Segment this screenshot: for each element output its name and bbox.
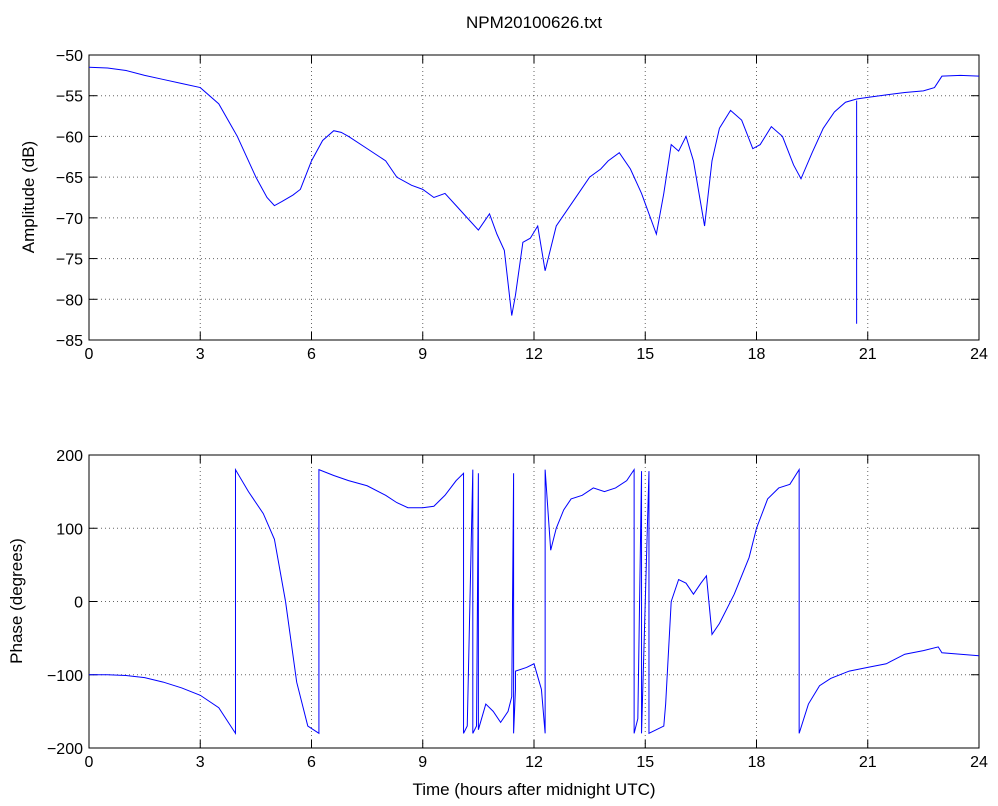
phase-x-tick-label: 12 (525, 754, 543, 771)
phase-y-tick-label: 200 (56, 448, 83, 465)
amplitude-x-tick-label: 21 (859, 346, 877, 363)
phase-series-line (89, 467, 980, 736)
phase-x-tick-label: 9 (418, 754, 427, 771)
phase-x-tick-label: 15 (636, 754, 654, 771)
amplitude-plot-frame (88, 54, 980, 341)
amplitude-y-tick-label: −60 (56, 129, 83, 146)
phase-y-tick-label: −100 (47, 668, 83, 685)
amplitude-y-tick-label: −65 (56, 170, 83, 187)
amplitude-series-line (88, 66, 980, 316)
amplitude-y-tick-label: −50 (56, 48, 83, 65)
amplitude-x-tick-label: 0 (85, 346, 94, 363)
phase-axes: 0 3 6 9 12 15 18 21 24 −200 −100 0 100 200 Phase (deg… (7, 448, 988, 799)
amplitude-x-tick-label: 9 (418, 346, 427, 363)
phase-x-tick-label: 3 (196, 754, 205, 771)
phase-ticks: 0 3 6 9 12 15 18 21 24 −200 −100 0 100 200 (47, 448, 988, 771)
phase-x-tick-label: 0 (85, 754, 94, 771)
amplitude-y-axis-label: Amplitude (dB) (19, 141, 38, 253)
amplitude-x-tick-label: 15 (636, 346, 654, 363)
amplitude-x-tick-label: 3 (196, 346, 205, 363)
phase-series (89, 467, 980, 736)
amplitude-y-tick-label: −55 (56, 89, 83, 106)
phase-x-tick-label: 24 (970, 754, 988, 771)
phase-x-tick-label: 21 (859, 754, 877, 771)
phase-y-tick-label: 100 (56, 521, 83, 538)
amplitude-y-tick-label: −85 (56, 333, 83, 350)
amplitude-y-tick-label: −70 (56, 211, 83, 228)
chart-title: NPM20100626.txt (466, 13, 602, 32)
amplitude-x-tick-label: 24 (970, 346, 988, 363)
amplitude-x-tick-label: 6 (307, 346, 316, 363)
amplitude-y-tick-label: −75 (56, 252, 83, 269)
amplitude-x-tick-label: 18 (748, 346, 766, 363)
amplitude-y-tick-label: −80 (56, 292, 83, 309)
phase-y-tick-label: −200 (47, 741, 83, 758)
phase-y-tick-label: 0 (74, 595, 83, 612)
amplitude-axes: 0 3 6 9 12 15 18 21 24 −85 −80 −75 −70 −65 −60 −55 −50 A… (19, 48, 988, 363)
phase-y-axis-label: Phase (degrees) (7, 538, 26, 664)
x-axis-label: Time (hours after midnight UTC) (412, 780, 655, 799)
phase-x-tick-label: 6 (307, 754, 316, 771)
phase-x-tick-label: 18 (748, 754, 766, 771)
amplitude-ticks: 0 3 6 9 12 15 18 21 24 −85 −80 −75 −70 −65 −60 −55 −50 (56, 48, 988, 363)
amplitude-series (88, 66, 980, 324)
amplitude-x-tick-label: 12 (525, 346, 543, 363)
phase-grid (89, 455, 979, 748)
